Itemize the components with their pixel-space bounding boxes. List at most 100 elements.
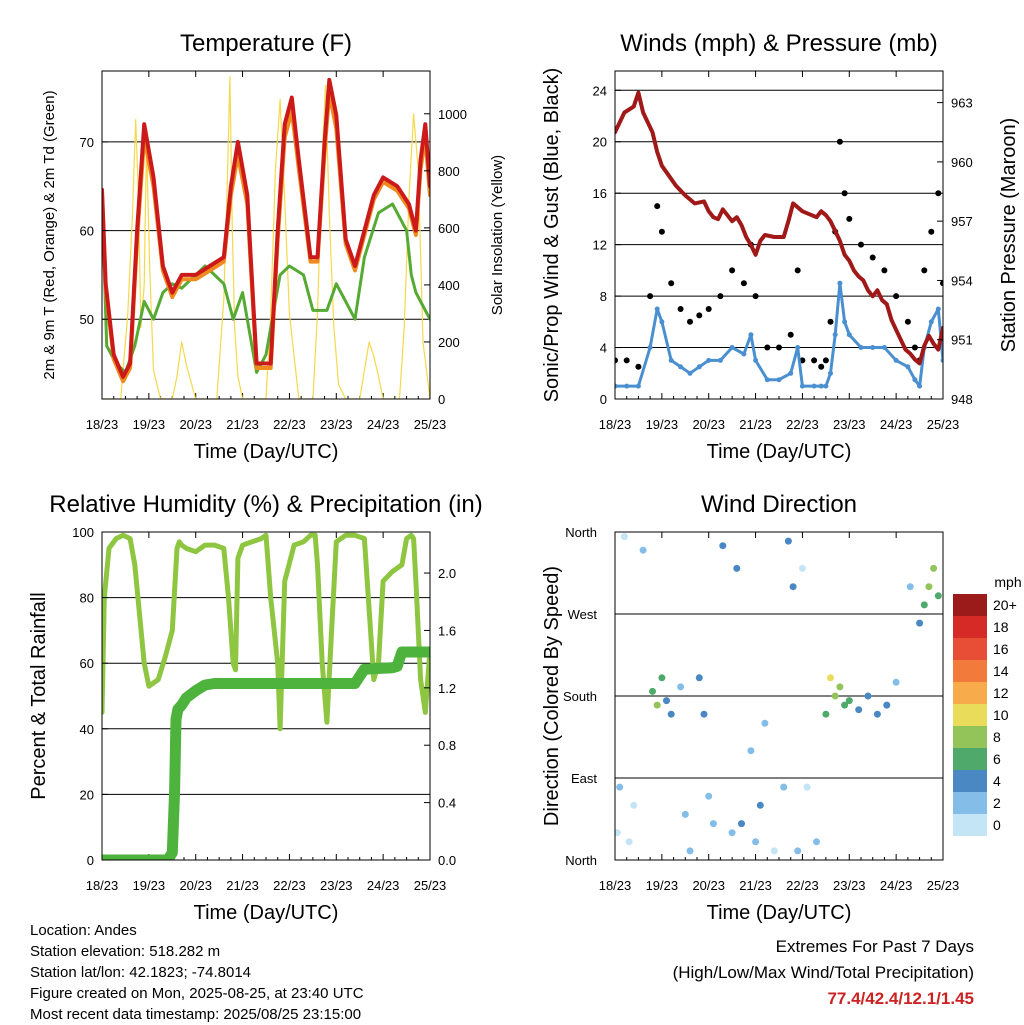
plot-area <box>102 76 430 399</box>
wind-point <box>828 370 833 376</box>
gust-point <box>881 267 888 274</box>
y-tick-label: North <box>565 853 597 868</box>
direction-point <box>761 719 769 727</box>
wind-point <box>842 319 848 325</box>
wind-point <box>893 357 899 363</box>
y-tick-label: 60 <box>80 224 94 239</box>
gust-point <box>752 293 759 300</box>
gust-point <box>822 357 829 364</box>
y-tick-label: West <box>568 607 598 622</box>
x-tick-label: 23/23 <box>320 878 353 893</box>
wind-point <box>788 370 794 376</box>
x-axis-label: Time (Day/UTC) <box>707 441 852 463</box>
direction-point <box>695 674 703 682</box>
plot-area <box>615 533 942 855</box>
direction-point <box>677 683 685 691</box>
colorbar-swatch <box>953 616 987 638</box>
x-tick-label: 22/23 <box>273 878 306 893</box>
y-tick-label: 4 <box>600 341 607 356</box>
y2-tick-label: 0 <box>438 392 445 407</box>
y2-tick-label: 951 <box>951 333 973 348</box>
gust-point <box>668 280 675 287</box>
wind-point <box>635 383 641 389</box>
x-tick-label: 21/23 <box>226 878 259 893</box>
x-tick-label: 23/23 <box>833 417 866 432</box>
station-latlon: Station lat/lon: 42.1823; -74.8014 <box>30 964 252 981</box>
wind-point <box>706 357 712 363</box>
x-tick-label: 23/23 <box>833 878 866 893</box>
temperature-panel: Temperature (F) Time (Day/UTC) 2m & 9m T (… <box>41 30 506 463</box>
direction-point <box>892 678 900 686</box>
direction-point <box>733 564 741 572</box>
chart-title: Wind Direction <box>701 491 857 518</box>
direction-point <box>864 692 872 700</box>
direction-point <box>798 564 806 572</box>
direction-point <box>906 583 914 591</box>
colorbar-label: 16 <box>993 641 1009 657</box>
wind-point <box>748 332 754 338</box>
direction-point <box>930 564 938 572</box>
gust-point <box>893 293 900 300</box>
direction-point <box>794 847 802 855</box>
y2-tick-label: 960 <box>951 155 973 170</box>
gust-point <box>869 254 876 261</box>
gust-point <box>904 318 911 325</box>
direction-point <box>639 546 647 554</box>
wind-point <box>753 357 759 363</box>
wind-direction-panel: Wind Direction Time (Day/UTC) Direction (C… <box>541 491 959 924</box>
direction-point <box>873 710 881 718</box>
gust-point <box>818 363 825 370</box>
wind-point <box>764 377 770 383</box>
gust-point <box>764 344 771 351</box>
wind-point <box>917 383 923 389</box>
y2-axis-label: Station Pressure (Maroon) <box>998 118 1020 353</box>
y-axis-label: 2m & 9m T (Red, Orange) & 2m Td (Green) <box>41 90 58 379</box>
wind-point <box>659 319 665 325</box>
plot-frame <box>614 70 944 400</box>
direction-point <box>845 697 853 705</box>
precip-line <box>102 646 430 860</box>
y2-tick-label: 963 <box>951 96 973 111</box>
colorbar-title: mph <box>994 574 1021 590</box>
x-tick-label: 18/23 <box>599 417 632 432</box>
y2-tick-label: 954 <box>951 273 973 288</box>
y2-tick-label: 0.4 <box>438 796 456 811</box>
y2-tick-label: 0.8 <box>438 738 456 753</box>
x-tick-label: 19/23 <box>133 417 166 432</box>
direction-point <box>709 820 717 828</box>
wind-point <box>905 364 911 370</box>
y-tick-label: 40 <box>80 722 94 737</box>
station-location: Location: Andes <box>30 922 137 939</box>
y-tick-label: 80 <box>80 591 94 606</box>
y2-tick-label: 600 <box>438 221 460 236</box>
gust-point <box>717 293 724 300</box>
wind-point <box>741 351 747 357</box>
humidity-line <box>102 532 430 732</box>
colorbar-swatch <box>953 814 987 836</box>
colorbar-label: 2 <box>993 795 1001 811</box>
direction-point <box>925 583 933 591</box>
wind-point <box>687 370 693 376</box>
direction-point <box>658 674 666 682</box>
chart-title: Relative Humidity (%) & Precipitation (i… <box>49 491 482 518</box>
wind-point <box>870 345 876 350</box>
extremes-subheading: (High/Low/Max Wind/Total Precipitation) <box>672 963 974 982</box>
gust-point <box>928 228 935 235</box>
direction-point <box>705 792 713 800</box>
y2-tick-label: 800 <box>438 164 460 179</box>
plot-frame <box>101 70 431 400</box>
direction-point <box>920 601 928 609</box>
gust-point <box>615 357 618 364</box>
y2-tick-label: 0.0 <box>438 853 456 868</box>
x-tick-label: 18/23 <box>599 878 632 893</box>
colorbar-label: 12 <box>993 685 1009 701</box>
y-tick-label: 20 <box>80 787 94 802</box>
x-tick-label: 24/23 <box>880 878 913 893</box>
y-tick-label: 60 <box>80 656 94 671</box>
colorbar-swatch <box>953 660 987 682</box>
wind-point <box>940 357 943 363</box>
wind-point <box>935 306 941 312</box>
x-tick-label: 18/23 <box>86 878 119 893</box>
colorbar-label: 18 <box>993 619 1009 635</box>
gust-point <box>940 280 943 287</box>
